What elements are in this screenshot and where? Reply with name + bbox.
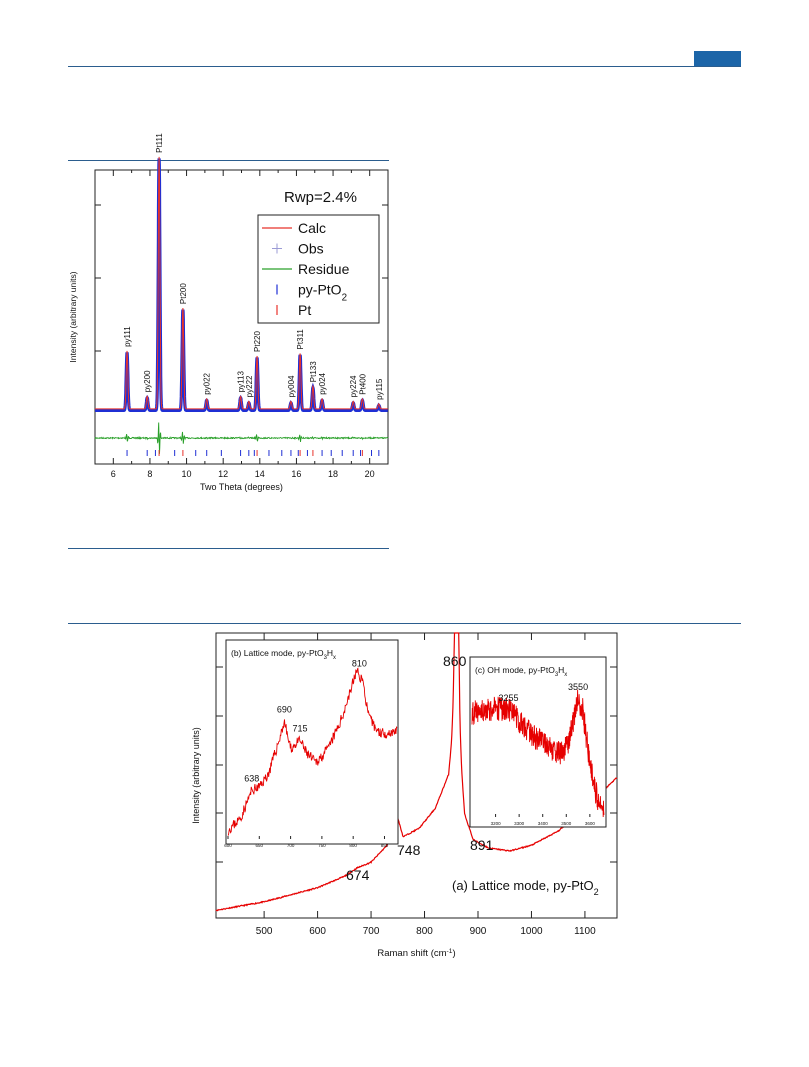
raman-x-axis-label: Raman shift (cm-1): [377, 948, 455, 960]
inset-peak-label: 638: [244, 774, 259, 784]
raman-y-axis-label: Intensity (arbitrary units): [191, 727, 201, 824]
xrd-calculated-series: [95, 156, 388, 410]
xrd-rwp-annotation: Rwp=2.4%: [284, 189, 357, 206]
raman-x-tick-label: 800: [416, 926, 433, 937]
inset-series: [227, 667, 398, 836]
inset-x-tick-label: 3300: [514, 821, 525, 826]
inset-title: (c) OH mode, py-PtO3Hx: [475, 665, 567, 678]
xrd-peak-label: py022: [203, 372, 212, 394]
xrd-peak-label: Pt200: [179, 283, 188, 304]
xrd-legend-label: Obs: [298, 241, 324, 257]
inset-x-tick-label: 850: [381, 843, 389, 848]
xrd-x-tick-label: 6: [111, 469, 116, 479]
raman-plot-frame: [215, 632, 618, 919]
inset-peak-label: 690: [277, 704, 292, 714]
xrd-x-tick-label: 8: [147, 469, 152, 479]
xrd-peak-label: Pt111: [155, 133, 164, 153]
inset-x-tick-label: 800: [349, 843, 357, 848]
xrd-peak-label: py024: [318, 372, 327, 394]
raman-peak-label: 674: [346, 867, 370, 883]
xrd-peak-label: py222: [245, 375, 254, 397]
xrd-peak-label: Pt311: [296, 329, 305, 350]
inset-title: (b) Lattice mode, py-PtO3Hx: [231, 648, 336, 661]
raman-x-tick-label: 700: [363, 926, 380, 937]
xrd-peak-label: py224: [349, 375, 358, 397]
raman-caption: (a) Lattice mode, py-PtO2: [452, 878, 599, 897]
figure1-top-rule: [68, 160, 389, 161]
inset-x-tick-label: 3200: [491, 821, 502, 826]
top-header-rule: [68, 66, 741, 67]
xrd-x-tick-label: 16: [291, 469, 301, 479]
inset-x-tick-label: 3400: [538, 821, 549, 826]
figure1-bottom-rule: [68, 548, 389, 549]
xrd-legend-label: Residue: [298, 261, 350, 277]
raman-x-tick-label: 1100: [574, 926, 596, 937]
inset-peak-label: 3550: [568, 682, 588, 692]
inset-x-tick-label: 700: [287, 843, 295, 848]
inset-x-tick-label: 650: [256, 843, 264, 848]
xrd-y-axis-label: Intensity (arbitrary units): [68, 271, 78, 362]
inset-x-tick-label: 600: [224, 843, 232, 848]
inset-frame: [225, 639, 399, 845]
inset-peak-label: 810: [352, 659, 367, 669]
inset-peak-label: 715: [292, 723, 307, 733]
figure2-top-rule: [68, 623, 741, 624]
raman-x-tick-label: 600: [309, 926, 326, 937]
xrd-x-axis-label: Two Theta (degrees): [200, 482, 283, 492]
xrd-peak-label: Pt133: [309, 361, 318, 382]
inset-series: [471, 689, 605, 818]
raman-peak-label: 748: [397, 842, 421, 858]
xrd-residue-series: [94, 422, 389, 454]
inset-lattice-mode: (b) Lattice mode, py-PtO3Hx 600 650 700 750 8…: [224, 639, 399, 848]
xrd-x-tick-label: 10: [182, 469, 192, 479]
xrd-legend-label: Pt: [298, 302, 311, 318]
raman-x-tick-label: 900: [470, 926, 487, 937]
xrd-peak-label: py115: [375, 378, 384, 400]
raman-x-tick-label: 1000: [520, 926, 543, 937]
raman-peak-label: 860: [443, 653, 467, 669]
xrd-peak-label: py004: [287, 375, 296, 397]
xrd-peak-label: py113: [237, 371, 246, 393]
xrd-legend-label: py-PtO2: [298, 282, 347, 304]
raman-x-tick-label: 500: [256, 926, 273, 937]
xrd-x-tick-label: 18: [328, 469, 338, 479]
xrd-x-tick-label: 14: [255, 469, 265, 479]
raman-peak-label: 891: [470, 837, 494, 853]
inset-peak-label: 3255: [499, 693, 519, 703]
xrd-legend-label: Calc: [298, 220, 326, 236]
xrd-peak-label: Pt220: [253, 331, 262, 352]
xrd-x-tick-label: 12: [218, 469, 228, 479]
inset-x-tick-label: 750: [318, 843, 326, 848]
xrd-peak-label: Pt400: [358, 373, 367, 394]
inset-x-tick-label: 3500: [561, 821, 572, 826]
xrd-peak-label: py111: [123, 326, 132, 347]
header-tab-marker: [694, 51, 741, 66]
inset-x-tick-label: 3600: [585, 821, 596, 826]
xrd-x-tick-label: 20: [365, 469, 375, 479]
raman-lattice-series: [215, 632, 618, 912]
xrd-peak-label: py200: [143, 370, 152, 392]
inset-oh-mode: (c) OH mode, py-PtO3Hx 3200 3300 3400 3500 36…: [469, 656, 607, 828]
